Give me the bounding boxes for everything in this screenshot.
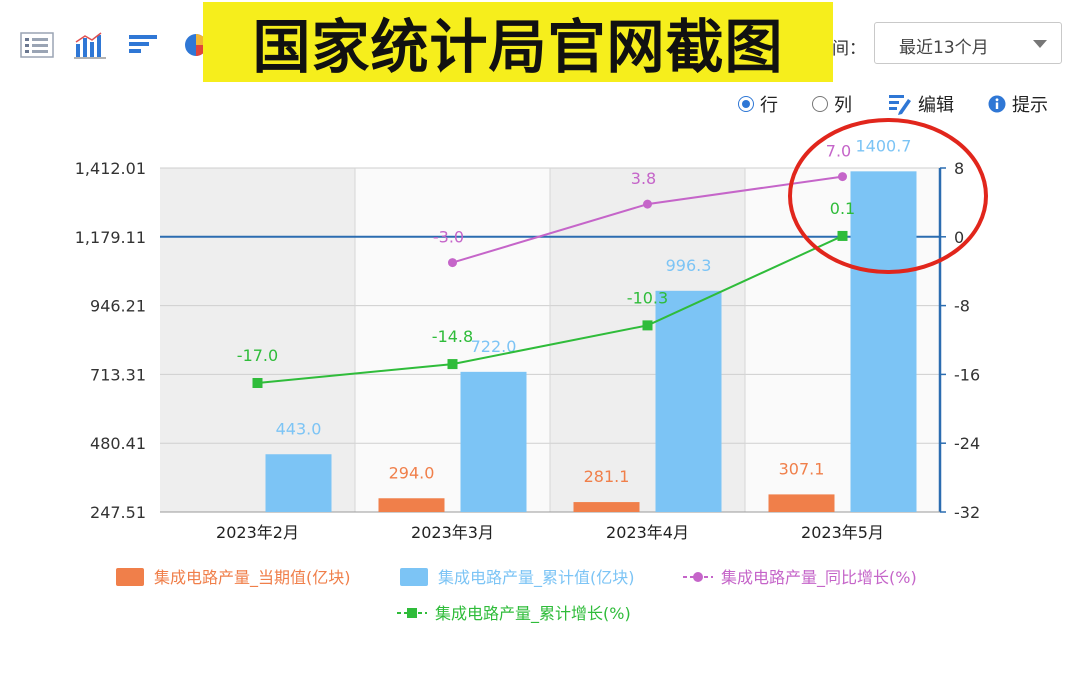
- yoy-growth-point: [643, 199, 652, 209]
- y-right-tick-label: -24: [954, 434, 980, 453]
- legend-label: 集成电路产量_累计值(亿块): [438, 568, 635, 588]
- cumulative-growth-label: -17.0: [237, 346, 278, 365]
- info-icon: [988, 95, 1006, 113]
- toolbar: 国家统计局官网截图 间： 最近13个月: [0, 0, 1080, 85]
- cumulative-growth-point: [252, 378, 263, 388]
- screenshot-banner: 国家统计局官网截图: [203, 2, 833, 82]
- bar-cumulative: [655, 290, 722, 512]
- cumulative-growth-point: [837, 230, 848, 241]
- cumulative-growth-point: [447, 359, 458, 370]
- table-view-icon[interactable]: [20, 30, 54, 60]
- radio-checked-icon: [738, 96, 754, 112]
- x-tick-label: 2023年5月: [801, 523, 884, 542]
- bar-current-label: 294.0: [389, 463, 435, 482]
- edit-label: 编辑: [918, 95, 954, 116]
- period-select-value: 最近13个月: [899, 38, 989, 58]
- yoy-growth-label: -3.0: [433, 228, 464, 247]
- cumulative-growth-point: [642, 320, 653, 331]
- bar-cumulative: [850, 171, 917, 512]
- bar-cumulative: [265, 454, 332, 512]
- y-right-tick-label: -32: [954, 503, 980, 522]
- bar-cumulative-label: 722.0: [471, 337, 517, 356]
- y-left-tick-label: 1,179.11: [75, 228, 146, 247]
- y-right-tick-label: -16: [954, 365, 980, 384]
- bar-current: [573, 502, 640, 512]
- hint-button[interactable]: 提示: [988, 92, 1048, 116]
- row-option[interactable]: 行: [738, 92, 778, 116]
- legend-marker: [407, 608, 417, 618]
- legend-label: 集成电路产量_同比增长(%): [721, 568, 917, 588]
- column-option[interactable]: 列: [812, 92, 852, 116]
- x-tick-label: 2023年2月: [216, 523, 299, 542]
- bar-current: [768, 494, 835, 512]
- row-option-label: 行: [760, 95, 778, 116]
- y-right-tick-label: 0: [954, 228, 964, 247]
- bar-chart-icon[interactable]: [73, 30, 107, 60]
- highlight-circle: [788, 118, 988, 274]
- chevron-down-icon: [1033, 40, 1047, 48]
- y-left-tick-label: 247.51: [90, 503, 146, 522]
- y-left-tick-label: 713.31: [90, 365, 146, 384]
- x-tick-label: 2023年3月: [411, 523, 494, 542]
- yoy-growth-point: [448, 258, 457, 268]
- bar-cumulative-label: 443.0: [276, 419, 322, 438]
- yoy-growth-label: 3.8: [631, 169, 656, 188]
- hint-label: 提示: [1012, 95, 1048, 116]
- legend-swatch: [400, 568, 428, 586]
- y-right-tick-label: -8: [954, 297, 970, 316]
- period-select[interactable]: 最近13个月: [874, 22, 1062, 64]
- horizontal-bar-chart-icon[interactable]: [127, 30, 161, 60]
- cumulative-growth-label: -14.8: [432, 327, 473, 346]
- x-tick-label: 2023年4月: [606, 523, 689, 542]
- period-label: 间：: [832, 39, 866, 59]
- y-left-tick-label: 480.41: [90, 434, 146, 453]
- bar-cumulative: [460, 371, 527, 512]
- bar-current: [378, 498, 445, 512]
- bar-current-label: 307.1: [779, 459, 825, 478]
- bar-cumulative-label: 996.3: [666, 256, 712, 275]
- legend-label: 集成电路产量_当期值(亿块): [154, 568, 351, 588]
- bar-current-label: 281.1: [584, 467, 630, 486]
- y-right-tick-label: 8: [954, 159, 964, 178]
- radio-unchecked-icon: [812, 96, 828, 112]
- yoy-growth-label: 7.0: [826, 142, 851, 161]
- legend-swatch: [116, 568, 144, 586]
- cumulative-growth-line: [257, 235, 843, 384]
- edit-button[interactable]: 编辑: [888, 92, 954, 116]
- legend-label: 集成电路产量_累计增长(%): [435, 604, 631, 624]
- edit-icon: [889, 95, 911, 115]
- column-option-label: 列: [834, 95, 852, 116]
- cumulative-growth-label: 0.1: [830, 199, 855, 218]
- yoy-growth-point: [838, 172, 847, 182]
- cumulative-growth-label: -10.3: [627, 288, 668, 307]
- bar-cumulative-label: 1400.7: [856, 136, 912, 155]
- legend-marker: [693, 572, 703, 582]
- y-left-tick-label: 1,412.01: [75, 159, 146, 178]
- y-left-tick-label: 946.21: [90, 297, 146, 316]
